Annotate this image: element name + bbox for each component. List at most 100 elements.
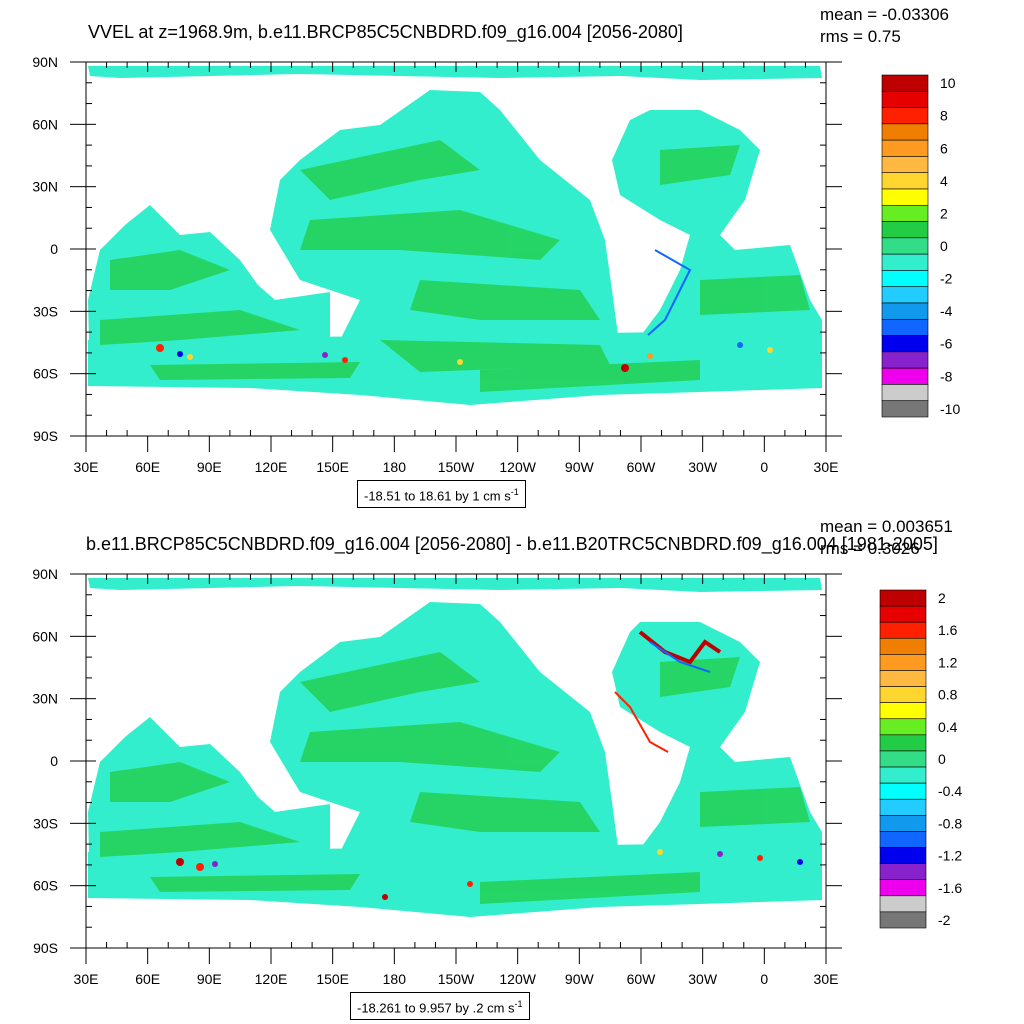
colorbar-swatch	[881, 351, 929, 369]
colorbar-label: -10	[940, 401, 960, 417]
panel-1-colorbar: 10 8 6 4 2 0 -2 -4 -6 -8 -10	[881, 74, 960, 418]
colorbar-label: 0.8	[938, 687, 958, 703]
colorbar-label: 6	[940, 140, 948, 156]
colorbar-swatch	[879, 847, 927, 864]
lat-tick-label: 0	[50, 241, 58, 257]
colorbar-label: 0.4	[938, 719, 958, 735]
colorbar-swatch	[879, 815, 927, 832]
colorbar-swatch	[879, 895, 927, 913]
lon-tick-label: 0	[760, 971, 768, 987]
panel-2-rms: rms = 0.3026	[820, 539, 920, 558]
panel-2-mean: mean = 0.003651	[820, 517, 953, 536]
colorbar-label: -1.6	[938, 880, 962, 896]
panel-2-range-label: -18.261 to 9.957 by .2 cm s-1	[350, 992, 530, 1021]
colorbar-label: -0.8	[938, 815, 962, 831]
lon-tick-label: 60E	[135, 459, 160, 475]
lon-tick-label: 120E	[255, 971, 288, 987]
colorbar-swatch	[879, 750, 927, 768]
lat-tick-label: 60S	[33, 878, 58, 894]
colorbar-swatch	[879, 863, 927, 881]
colorbar-swatch	[881, 156, 929, 174]
lon-tick-label: 60W	[627, 971, 657, 987]
lat-tick-label: 30N	[32, 691, 58, 707]
colorbar-swatch	[881, 367, 929, 385]
lat-tick-label: 60N	[32, 628, 58, 644]
colorbar-swatch	[881, 318, 929, 336]
colorbar-swatch	[881, 107, 929, 125]
lon-tick-label: 150W	[438, 971, 475, 987]
colorbar-swatch	[879, 831, 927, 848]
colorbar-label: -8	[940, 368, 953, 384]
panel-2-lat-axis: 90N 60N 30N 0 30S 60S 90S	[32, 566, 842, 956]
colorbar-swatch	[879, 911, 927, 929]
panel-1-range-label: -18.51 to 18.61 by 1 cm s-1	[357, 480, 526, 509]
lon-tick-label: 90W	[565, 459, 595, 475]
lon-tick-label: 30E	[814, 459, 839, 475]
lon-tick-label: 30E	[74, 971, 99, 987]
panel-2-lon-axis: 30E 60E 90E 120E 150E 180 150W 120W 90W 60W 30W 0 30…	[74, 574, 839, 987]
colorbar-swatch	[881, 123, 929, 141]
colorbar-swatch	[881, 172, 929, 190]
colorbar-swatch	[879, 734, 927, 752]
panel-1-svg: VVEL at z=1968.9m, b.e11.BRCP85C5CNBDRD.…	[32, 5, 960, 475]
panel-1-map	[85, 61, 827, 437]
colorbar-swatch	[879, 654, 927, 671]
colorbar-swatch	[879, 637, 927, 655]
lat-tick-label: 90S	[33, 940, 58, 956]
colorbar-label: -2	[938, 912, 951, 928]
colorbar-swatch	[881, 270, 929, 288]
lon-tick-label: 30W	[688, 971, 718, 987]
colorbar-swatch	[881, 384, 929, 402]
colorbar-swatch	[879, 605, 927, 623]
colorbar-swatch	[879, 766, 927, 784]
lat-tick-label: 60S	[33, 366, 58, 382]
lon-tick-label: 90E	[197, 459, 222, 475]
lat-tick-label: 90N	[32, 566, 58, 582]
lat-tick-label: 30N	[32, 179, 58, 195]
colorbar-swatch	[879, 782, 927, 800]
lon-tick-label: 90E	[197, 971, 222, 987]
anomaly-spots	[176, 630, 803, 900]
colorbar-label: 4	[940, 173, 948, 189]
colorbar-label: 2	[940, 205, 948, 221]
lon-tick-label: 30E	[74, 459, 99, 475]
lon-tick-label: 120W	[499, 971, 536, 987]
panel-1-lon-axis: 30E 60E 90E 120E 150E 180 150W 120W 90W 60W 30W 0 30…	[74, 62, 839, 475]
colorbar-swatch	[879, 702, 927, 720]
colorbar-label: 1.6	[938, 622, 958, 638]
panel-1-mean: mean = -0.03306	[820, 5, 949, 24]
colorbar-swatch	[881, 335, 929, 353]
colorbar-swatch	[881, 139, 929, 157]
colorbar-label: 8	[940, 108, 948, 124]
colorbar-swatch	[881, 204, 929, 222]
lon-tick-label: 0	[760, 459, 768, 475]
panel-2: b.e11.BRCP85C5CNBDRD.f09_g16.004 [2056-2…	[0, 512, 1024, 1024]
lon-tick-label: 120E	[255, 459, 288, 475]
lat-tick-label: 30S	[33, 303, 58, 319]
lat-tick-label: 90S	[33, 428, 58, 444]
panel-2-svg: b.e11.BRCP85C5CNBDRD.f09_g16.004 [2056-2…	[32, 517, 962, 987]
lat-tick-label: 90N	[32, 54, 58, 70]
colorbar-swatch	[879, 686, 927, 703]
lon-tick-label: 120W	[499, 459, 536, 475]
colorbar-label: -2	[940, 271, 953, 287]
panel-1: VVEL at z=1968.9m, b.e11.BRCP85C5CNBDRD.…	[32, 5, 960, 509]
colorbar-swatch	[881, 90, 929, 108]
lon-tick-label: 30W	[688, 459, 718, 475]
colorbar-swatch	[881, 302, 929, 320]
colorbar-label: 0	[938, 751, 946, 767]
lon-tick-label: 30E	[814, 971, 839, 987]
colorbar-swatch	[881, 400, 929, 418]
velocity-pattern	[100, 652, 810, 904]
colorbar-swatch	[879, 879, 927, 897]
colorbar-label: -6	[940, 336, 953, 352]
panel-1-title: VVEL at z=1968.9m, b.e11.BRCP85C5CNBDRD.…	[88, 22, 683, 43]
lat-tick-label: 0	[50, 753, 58, 769]
colorbar-swatch	[881, 286, 929, 304]
colorbar-label: 1.2	[938, 654, 958, 670]
colorbar-swatch	[879, 589, 927, 607]
colorbar-swatch	[881, 188, 929, 206]
lon-tick-label: 60W	[627, 459, 657, 475]
lon-tick-label: 90W	[565, 971, 595, 987]
colorbar-swatch	[879, 621, 927, 639]
